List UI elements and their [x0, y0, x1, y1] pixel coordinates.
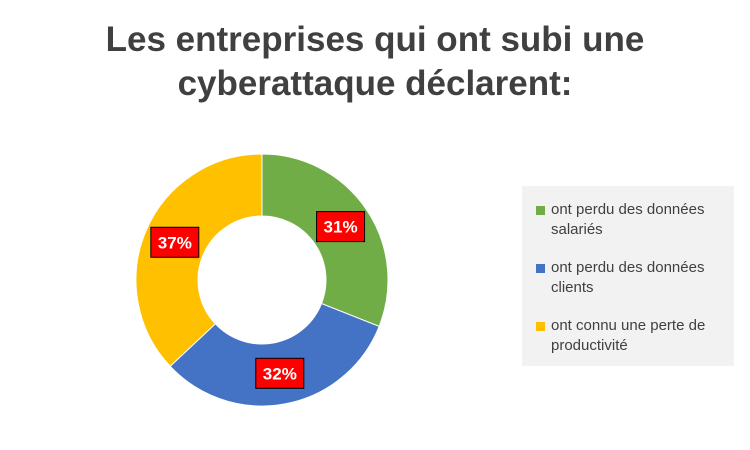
- legend-label-clients-line-2: clients: [551, 279, 594, 296]
- legend-item-salaries: ont perdu des données salariés: [536, 200, 728, 240]
- chart-title: Les entreprises qui ont subi une cyberat…: [0, 18, 750, 106]
- data-label-text-clients: 32%: [263, 364, 297, 383]
- legend-swatch-productivity: [536, 322, 545, 331]
- legend-item-clients: ont perdu des données clients: [536, 258, 728, 298]
- legend-label-salaries-line-2: salariés: [551, 221, 603, 238]
- legend-label-salaries-line-1: ont perdu des données: [551, 201, 705, 218]
- data-label-text-salaries: 31%: [324, 218, 358, 237]
- legend-label-clients: ont perdu des données clients: [551, 258, 704, 298]
- legend-label-productivity-line-2: productivité: [551, 337, 628, 354]
- legend: ont perdu des données salariés ont perdu…: [522, 186, 734, 366]
- chart-title-line-1: Les entreprises qui ont subi une: [105, 20, 645, 59]
- data-label-productivity: 37%: [150, 226, 200, 258]
- legend-swatch-clients: [536, 264, 545, 273]
- data-label-box-clients: [255, 357, 305, 389]
- legend-item-productivity: ont connu une perte de productivité: [536, 316, 728, 356]
- donut-slice-productivity: [135, 153, 263, 367]
- legend-swatch-salaries: [536, 206, 545, 215]
- donut-slice-clients: [169, 302, 380, 407]
- data-label-clients: 32%: [255, 357, 305, 389]
- data-label-box-productivity: [150, 226, 200, 258]
- legend-label-clients-line-1: ont perdu des données: [551, 259, 705, 276]
- data-label-box-salaries: [316, 211, 366, 243]
- legend-label-productivity-line-1: ont connu une perte de: [551, 317, 706, 334]
- legend-label-salaries: ont perdu des données salariés: [551, 200, 704, 240]
- legend-label-productivity: ont connu une perte de productivité: [551, 316, 705, 356]
- data-label-salaries: 31%: [316, 211, 366, 243]
- data-label-text-productivity: 37%: [158, 233, 192, 252]
- chart-title-line-2: cyberattaque déclarent:: [177, 64, 573, 103]
